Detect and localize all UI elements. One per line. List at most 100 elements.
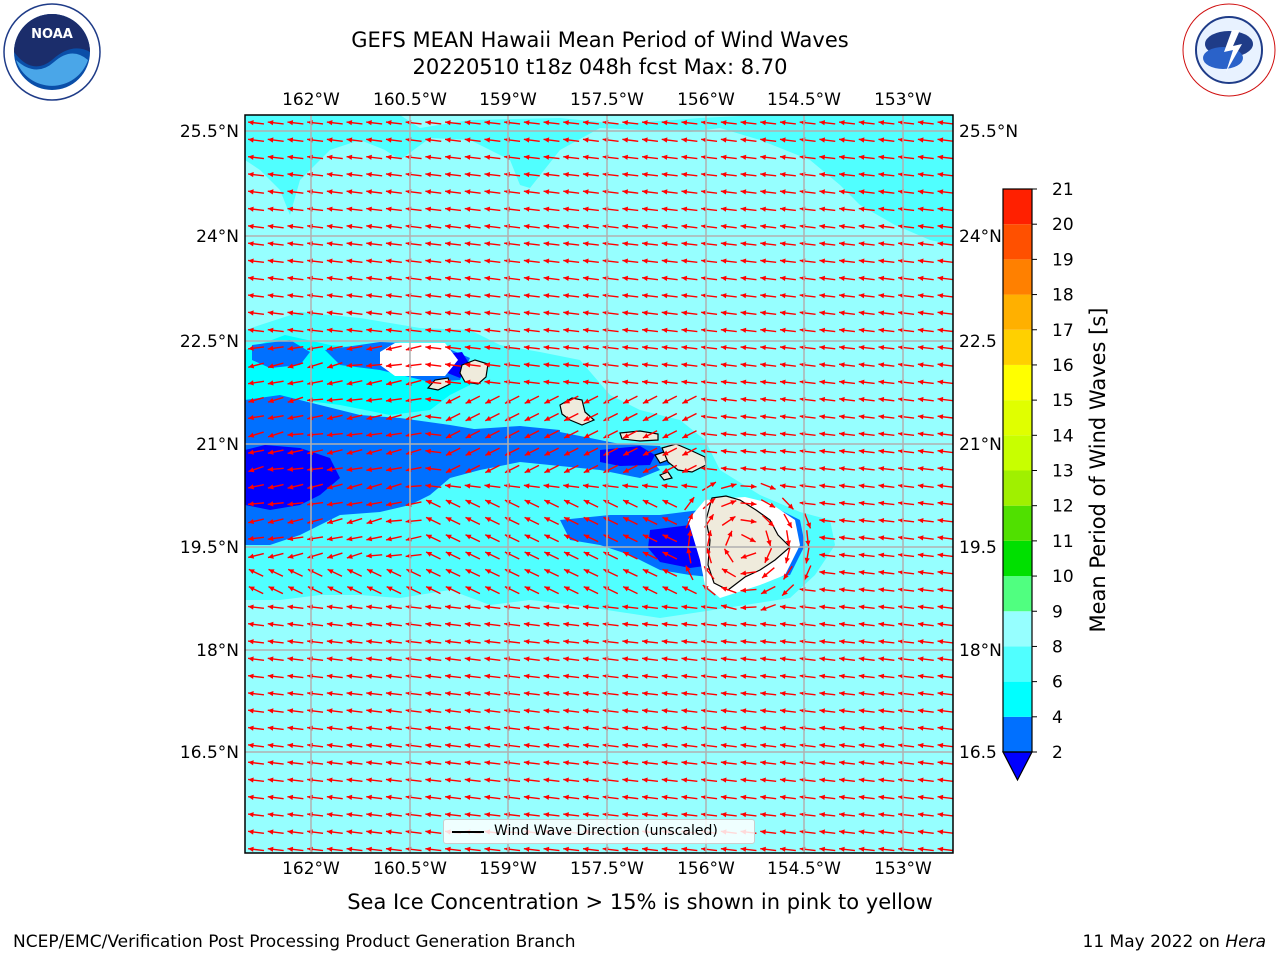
wind-arrow	[622, 708, 639, 714]
wind-arrow	[858, 708, 875, 714]
wind-arrow	[858, 587, 875, 593]
wind-arrow	[248, 568, 264, 577]
colorbar-tick-label: 17	[1052, 321, 1074, 341]
wind-arrow	[563, 412, 579, 422]
wind-arrow	[760, 585, 776, 595]
wind-arrow	[464, 812, 481, 818]
wind-arrow	[346, 310, 363, 316]
wind-arrow	[267, 345, 284, 351]
wind-arrow	[720, 725, 737, 731]
wind-arrow	[878, 794, 895, 800]
wind-arrow	[917, 535, 934, 541]
wind-arrow	[385, 397, 402, 403]
wind-arrow	[346, 275, 363, 281]
wind-arrow	[760, 431, 777, 437]
wind-arrow	[582, 760, 599, 766]
wind-arrow	[464, 189, 481, 195]
wind-arrow	[326, 275, 343, 281]
wind-arrow	[524, 499, 540, 508]
wind-arrow	[858, 171, 875, 178]
wind-arrow	[937, 777, 953, 783]
wind-arrow	[563, 742, 580, 749]
wind-arrow	[267, 535, 284, 542]
wind-arrow	[544, 447, 559, 456]
wind-arrow	[543, 362, 560, 368]
wind-arrow	[366, 448, 383, 455]
lat-tick-label: 22.5°N	[180, 332, 239, 352]
wind-arrow	[838, 206, 856, 212]
wind-arrow	[685, 513, 694, 529]
wind-arrow	[917, 293, 934, 299]
wind-arrow	[582, 344, 599, 351]
wind-arrow	[740, 414, 757, 420]
wind-arrow	[760, 846, 777, 852]
wind-arrow	[582, 189, 599, 195]
islands	[426, 359, 791, 591]
wind-arrow	[779, 379, 796, 385]
wind-arrow	[346, 327, 363, 333]
wind-arrow	[346, 536, 363, 542]
wind-arrow	[878, 171, 895, 178]
wind-arrow	[366, 639, 383, 645]
wind-arrow	[838, 587, 856, 593]
wind-arrow	[445, 568, 461, 577]
wind-arrow	[563, 344, 580, 351]
wind-arrow	[267, 604, 284, 610]
wind-arrow	[385, 501, 402, 507]
colorbar-tick-label: 8	[1052, 637, 1063, 657]
wind-arrow	[523, 760, 540, 766]
wind-arrow	[267, 206, 284, 212]
wind-arrow	[267, 275, 284, 281]
legend-line	[452, 831, 484, 833]
wind-arrow	[464, 673, 481, 679]
wind-arrow	[425, 777, 442, 783]
wind-arrow	[248, 362, 264, 369]
wind-arrow	[444, 846, 462, 852]
wind-arrow	[641, 846, 659, 852]
wind-arrow	[267, 241, 284, 247]
wind-arrow	[937, 725, 953, 731]
wind-arrow	[858, 448, 875, 454]
wind-arrow	[937, 794, 953, 800]
wind-arrow	[622, 379, 639, 385]
wind-arrow	[464, 137, 481, 143]
wind-arrow	[326, 794, 343, 800]
wind-arrow	[464, 171, 481, 178]
wind-arrow	[838, 154, 856, 160]
wind-arrow	[247, 310, 265, 316]
wind-arrow	[267, 293, 284, 299]
wind-arrow	[444, 362, 462, 368]
wind-arrow	[385, 120, 402, 126]
wind-arrow	[484, 258, 501, 264]
wind-arrow	[247, 690, 265, 697]
wind-arrow	[858, 690, 875, 697]
wind-arrow	[760, 639, 777, 645]
wind-arrow	[385, 604, 402, 610]
wind-arrow	[720, 223, 737, 230]
wind-arrow	[858, 466, 875, 472]
wind-arrow	[425, 656, 442, 662]
wind-arrow	[779, 396, 796, 403]
wind-arrow	[444, 639, 462, 645]
wind-arrow	[720, 431, 737, 437]
wind-arrow	[366, 275, 383, 281]
wind-arrow	[582, 171, 599, 178]
wind-arrow	[858, 431, 875, 437]
wind-arrow	[819, 431, 836, 437]
wind-arrow	[464, 344, 481, 351]
wind-arrow	[760, 327, 777, 333]
wind-arrow	[563, 154, 580, 160]
wind-arrow	[346, 777, 363, 783]
wind-arrow	[484, 395, 500, 405]
wind-arrow	[878, 725, 895, 731]
wind-arrow	[819, 846, 836, 852]
wind-arrow	[543, 120, 560, 126]
wind-arrow	[543, 293, 560, 299]
wind-arrow	[937, 310, 953, 316]
lat-tick-label: 22.5	[959, 332, 997, 352]
wind-arrow	[622, 551, 638, 560]
wind-arrow	[720, 777, 737, 783]
wind-arrow	[247, 794, 265, 800]
wind-arrow	[346, 690, 363, 697]
wind-arrow	[819, 396, 836, 403]
